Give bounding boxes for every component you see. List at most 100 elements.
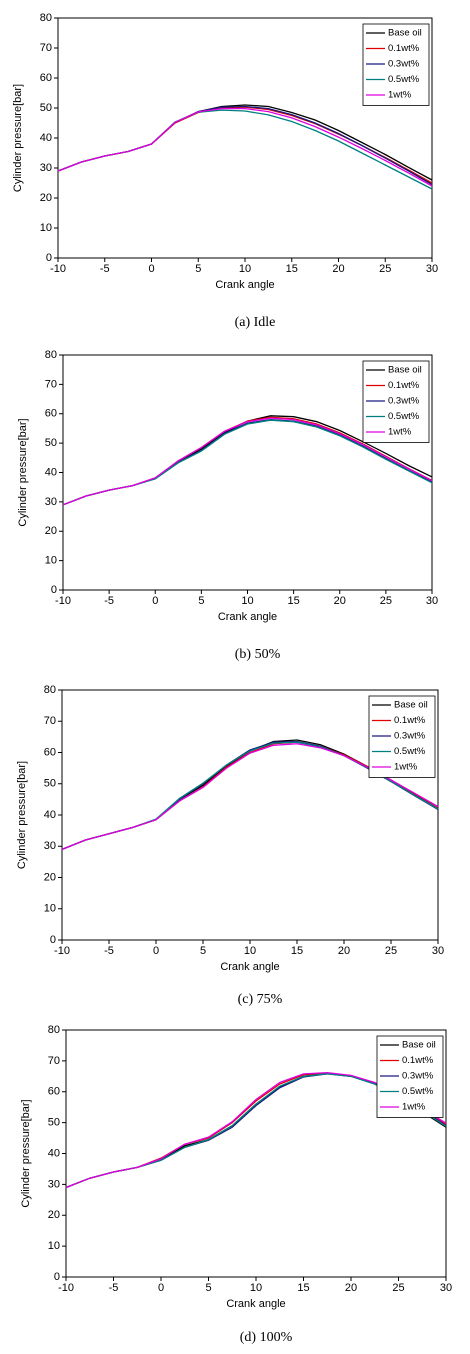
- caption: (b) 50%: [235, 647, 281, 662]
- y-axis-label: Cylinder pressure[bar]: [16, 761, 28, 869]
- legend-box: [362, 360, 430, 443]
- x-tick-label: 20: [338, 945, 350, 957]
- x-tick-label: 5: [200, 945, 206, 957]
- y-tick-label: 80: [45, 349, 57, 361]
- x-tick-label: 30: [440, 1282, 452, 1294]
- y-tick-label: 70: [45, 378, 57, 390]
- legend-label: 1wt%: [388, 90, 412, 101]
- x-tick-label: 15: [291, 945, 303, 957]
- x-tick-label: 15: [288, 595, 300, 607]
- y-tick-label: 0: [46, 252, 52, 264]
- y-tick-label: 60: [40, 72, 52, 84]
- legend-box: [362, 23, 430, 106]
- y-axis-label: Cylinder pressure[bar]: [20, 1099, 32, 1207]
- x-tick-label: 0: [148, 263, 154, 275]
- x-tick-label: 25: [392, 1282, 404, 1294]
- legend-label: 0.5wt%: [388, 74, 420, 85]
- y-tick-label: 70: [40, 42, 52, 54]
- y-tick-label: 30: [40, 162, 52, 174]
- y-tick-label: 40: [44, 809, 56, 821]
- x-axis-label: Crank angle: [218, 611, 277, 623]
- legend-label: 0.5wt%: [402, 1086, 434, 1097]
- x-tick-label: 15: [297, 1282, 309, 1294]
- y-tick-label: 20: [44, 871, 56, 883]
- y-tick-label: 10: [44, 903, 56, 915]
- y-tick-label: 80: [48, 1024, 60, 1036]
- y-tick-label: 40: [45, 466, 57, 478]
- x-tick-label: 5: [205, 1282, 211, 1294]
- x-tick-label: 20: [334, 595, 346, 607]
- y-tick-label: 30: [48, 1178, 60, 1190]
- x-tick-label: -5: [104, 595, 114, 607]
- y-tick-label: 20: [45, 525, 57, 537]
- x-tick-label: -5: [100, 263, 110, 275]
- x-tick-label: 0: [158, 1282, 164, 1294]
- x-tick-label: 20: [345, 1282, 357, 1294]
- data-line: [57, 104, 433, 181]
- caption: (d) 100%: [240, 1330, 293, 1345]
- legend-label: 0.1wt%: [388, 380, 420, 391]
- y-tick-label: 20: [48, 1209, 60, 1221]
- legend-label: 0.1wt%: [394, 715, 426, 726]
- legend-box: [376, 1035, 444, 1118]
- x-tick-label: -5: [109, 1282, 119, 1294]
- y-tick-label: 70: [48, 1055, 60, 1067]
- x-tick-label: -5: [104, 945, 114, 957]
- x-tick-label: 10: [241, 595, 253, 607]
- y-tick-label: 60: [45, 408, 57, 420]
- y-tick-label: 70: [44, 715, 56, 727]
- y-tick-label: 50: [45, 437, 57, 449]
- y-tick-label: 30: [44, 840, 56, 852]
- x-axis-label: Crank angle: [220, 961, 279, 973]
- data-line: [57, 106, 433, 184]
- legend-label: 0.5wt%: [394, 746, 426, 757]
- legend-label: 1wt%: [402, 1102, 426, 1113]
- y-tick-label: 60: [44, 746, 56, 758]
- x-tick-label: 30: [426, 595, 438, 607]
- caption: (c) 75%: [238, 992, 283, 1007]
- legend-label: 0.3wt%: [388, 59, 420, 70]
- y-tick-label: 10: [45, 555, 57, 567]
- y-tick-label: 60: [48, 1086, 60, 1098]
- data-line: [57, 105, 433, 186]
- x-tick-label: 30: [432, 945, 444, 957]
- legend-label: Base oil: [388, 28, 422, 39]
- legend-label: 0.3wt%: [388, 396, 420, 407]
- y-tick-label: 10: [48, 1240, 60, 1252]
- y-tick-label: 80: [44, 684, 56, 696]
- caption: (a) Idle: [235, 315, 276, 330]
- legend-label: 1wt%: [388, 427, 412, 438]
- legend-box: [368, 695, 436, 778]
- y-tick-label: 30: [45, 496, 57, 508]
- x-tick-label: 0: [152, 595, 158, 607]
- y-tick-label: 0: [54, 1271, 60, 1283]
- x-tick-label: 0: [153, 945, 159, 957]
- x-tick-label: 15: [286, 263, 298, 275]
- x-tick-label: -10: [58, 1282, 74, 1294]
- y-tick-label: 50: [44, 778, 56, 790]
- data-line: [62, 417, 433, 506]
- x-axis-label: Crank angle: [226, 1298, 285, 1310]
- x-tick-label: -10: [50, 263, 66, 275]
- data-line: [57, 107, 433, 187]
- legend-label: 0.1wt%: [388, 43, 420, 54]
- x-tick-label: 25: [380, 595, 392, 607]
- x-tick-label: 30: [426, 263, 438, 275]
- x-tick-label: 5: [198, 595, 204, 607]
- y-tick-label: 40: [40, 132, 52, 144]
- y-tick-label: 50: [40, 102, 52, 114]
- x-tick-label: 10: [244, 945, 256, 957]
- y-tick-label: 50: [48, 1117, 60, 1129]
- x-tick-label: 25: [379, 263, 391, 275]
- x-tick-label: 5: [195, 263, 201, 275]
- legend-label: 1wt%: [394, 762, 418, 773]
- x-tick-label: 25: [385, 945, 397, 957]
- x-tick-label: 10: [250, 1282, 262, 1294]
- legend-label: Base oil: [394, 700, 428, 711]
- y-tick-label: 10: [40, 222, 52, 234]
- x-tick-label: 10: [239, 263, 251, 275]
- y-axis-label: Cylinder pressure[bar]: [17, 418, 29, 526]
- legend-label: Base oil: [388, 365, 422, 376]
